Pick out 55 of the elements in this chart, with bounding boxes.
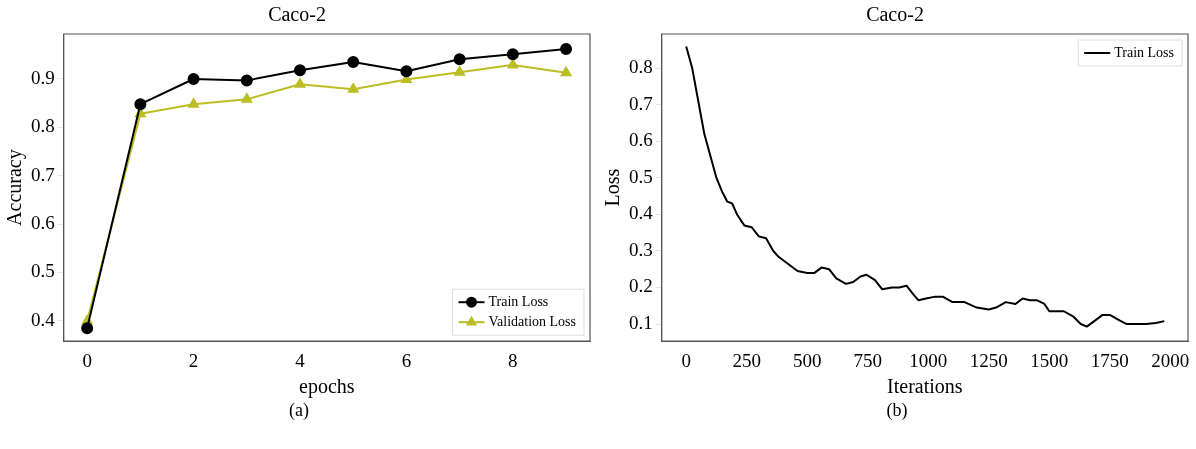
y-tick-label: 0.7 <box>31 163 55 185</box>
point <box>400 65 413 78</box>
point <box>506 48 519 61</box>
y-tick-label: 0.6 <box>629 129 653 151</box>
point <box>560 66 572 77</box>
x-tick-label: 1250 <box>969 349 1008 371</box>
y-tick-label: 0.7 <box>629 92 653 114</box>
y-tick-label: 0.1 <box>629 312 653 334</box>
x-tick-label: 6 <box>401 349 412 371</box>
x-tick-label: 1500 <box>1030 349 1069 371</box>
point <box>187 72 200 85</box>
y-axis-title: Accuracy <box>3 149 27 226</box>
point <box>294 78 306 88</box>
point <box>454 66 465 76</box>
point <box>241 93 253 103</box>
x-tick-label: 750 <box>853 349 882 371</box>
text: (a) <box>288 400 310 421</box>
point <box>134 98 147 111</box>
point <box>81 322 94 335</box>
chart-title: Caco-2 <box>866 3 924 26</box>
x-tick-label: 8 <box>508 349 518 371</box>
y-tick-label: 0.5 <box>31 260 55 282</box>
point <box>347 83 359 93</box>
legend-label: Validation Loss <box>488 313 577 329</box>
y-tick-label: 0.4 <box>31 308 56 330</box>
x-tick-label: 1000 <box>909 349 948 371</box>
y-tick-label: 0.8 <box>31 115 55 137</box>
point <box>560 43 573 55</box>
y-tick-label: 0.2 <box>629 275 653 297</box>
chart-title: Caco-2 <box>268 3 326 26</box>
x-tick-label: 2 <box>188 349 199 371</box>
x-tick-label: 1750 <box>1090 349 1129 371</box>
y-axis-title: Loss <box>601 168 624 207</box>
point <box>294 64 306 77</box>
y-tick-label: 0.4 <box>629 202 654 224</box>
y-tick-label: 0.6 <box>31 212 55 234</box>
y-tick-label: 0.8 <box>629 56 653 78</box>
y-tick-label: 0.5 <box>629 165 653 187</box>
x-axis-title: epochs <box>299 375 355 399</box>
x-axis-title: Iterations <box>887 375 963 398</box>
point <box>188 98 199 108</box>
y-tick-label: 0.9 <box>31 66 55 88</box>
x-tick-label: 500 <box>792 349 822 371</box>
point <box>240 74 253 87</box>
y-tick-label: 0.3 <box>629 238 653 260</box>
x-tick-label: 4 <box>295 349 306 371</box>
x-tick-label: 250 <box>732 349 761 371</box>
x-tick-label: 0 <box>82 349 92 371</box>
legend-label: Train Loss <box>488 293 549 309</box>
point <box>453 53 466 66</box>
x-tick-label: 2000 <box>1151 349 1190 371</box>
text: (b) <box>885 400 909 421</box>
x-tick-label: 0 <box>681 349 691 371</box>
legend-label: Train Loss <box>1114 44 1175 60</box>
point <box>347 56 360 69</box>
